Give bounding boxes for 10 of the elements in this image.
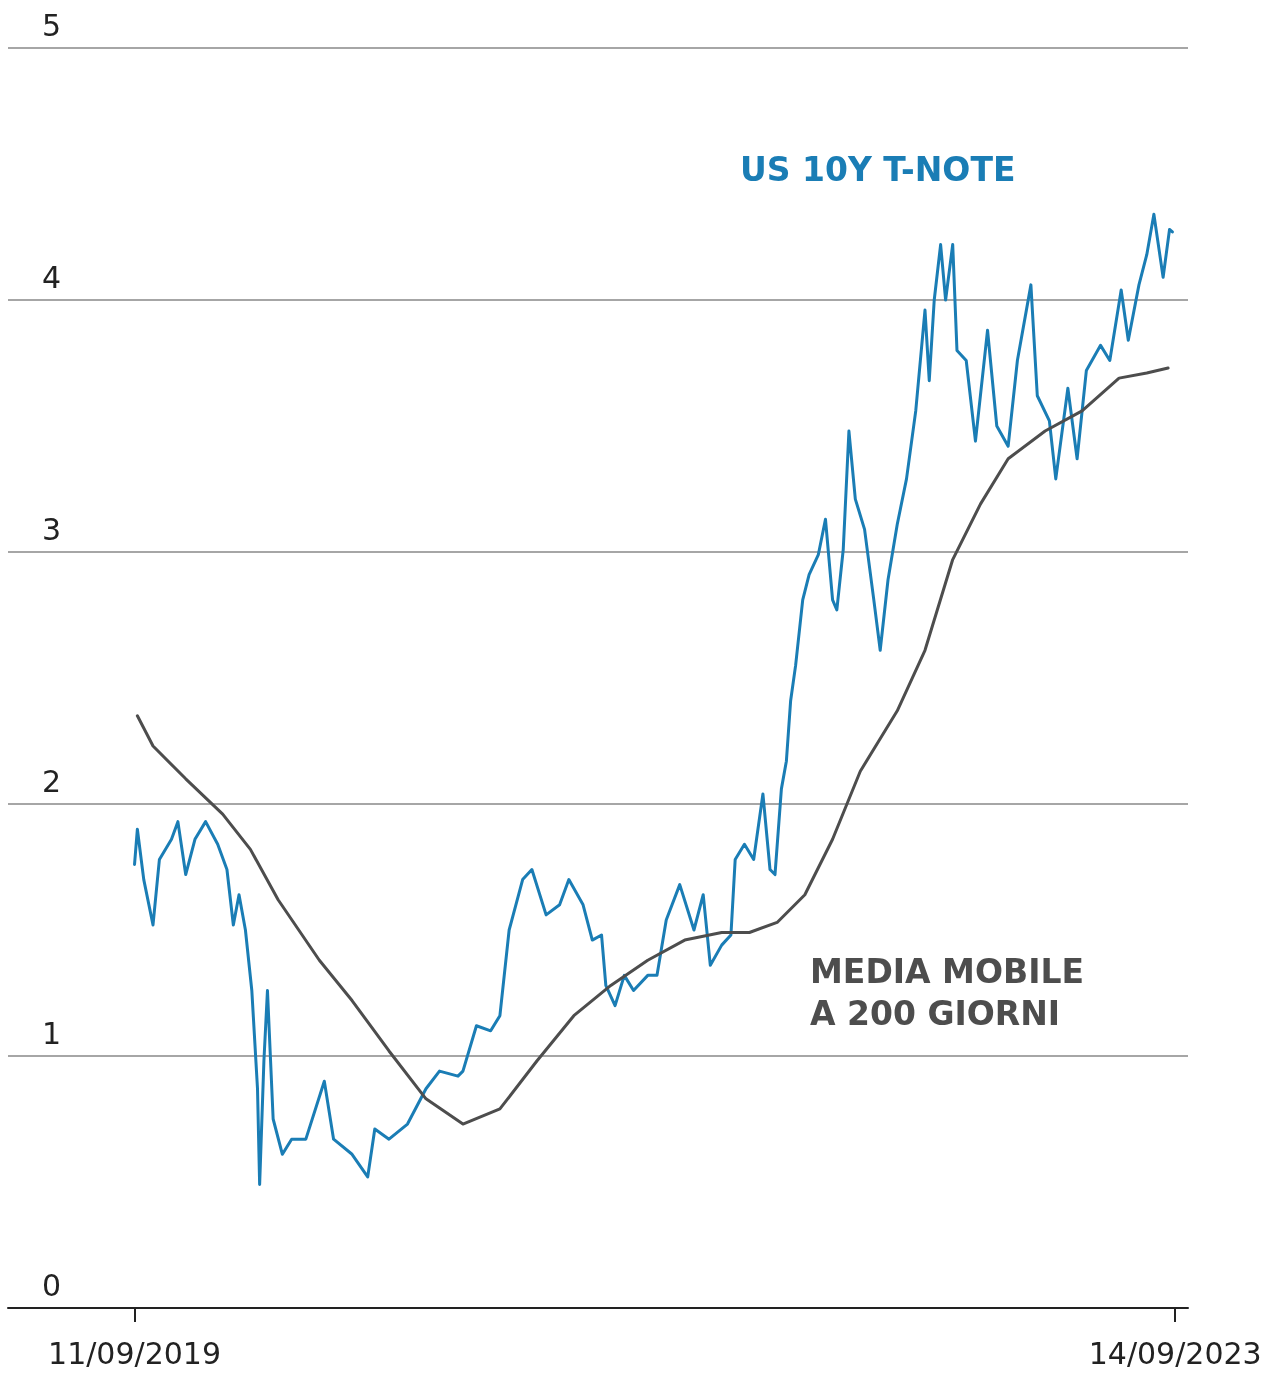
x-tick-label: 14/09/2023 [1088, 1335, 1262, 1371]
y-tick-label: 2 [42, 763, 62, 799]
text: US 10Y T-NOTE [740, 149, 1016, 189]
x-tick-label: 11/09/2019 [48, 1335, 221, 1371]
y-tick-label: 0 [42, 1267, 62, 1303]
y-tick-label: 1 [42, 1015, 62, 1051]
y-tick-label: 4 [42, 259, 62, 295]
series-label: MEDIA MOBILE A 200 GIORNI [810, 951, 1096, 1033]
y-tick-label: 5 [42, 7, 62, 43]
y-tick-label: 3 [42, 511, 62, 547]
